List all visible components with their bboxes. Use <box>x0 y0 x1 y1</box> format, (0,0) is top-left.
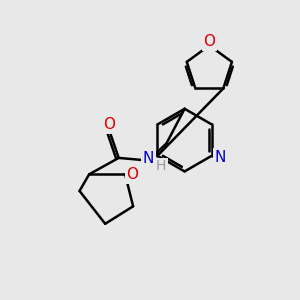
Text: O: O <box>203 34 215 49</box>
Text: N: N <box>214 150 226 165</box>
Text: O: O <box>103 117 116 132</box>
Text: H: H <box>156 160 166 173</box>
Text: O: O <box>126 167 138 182</box>
Text: N: N <box>143 152 154 166</box>
